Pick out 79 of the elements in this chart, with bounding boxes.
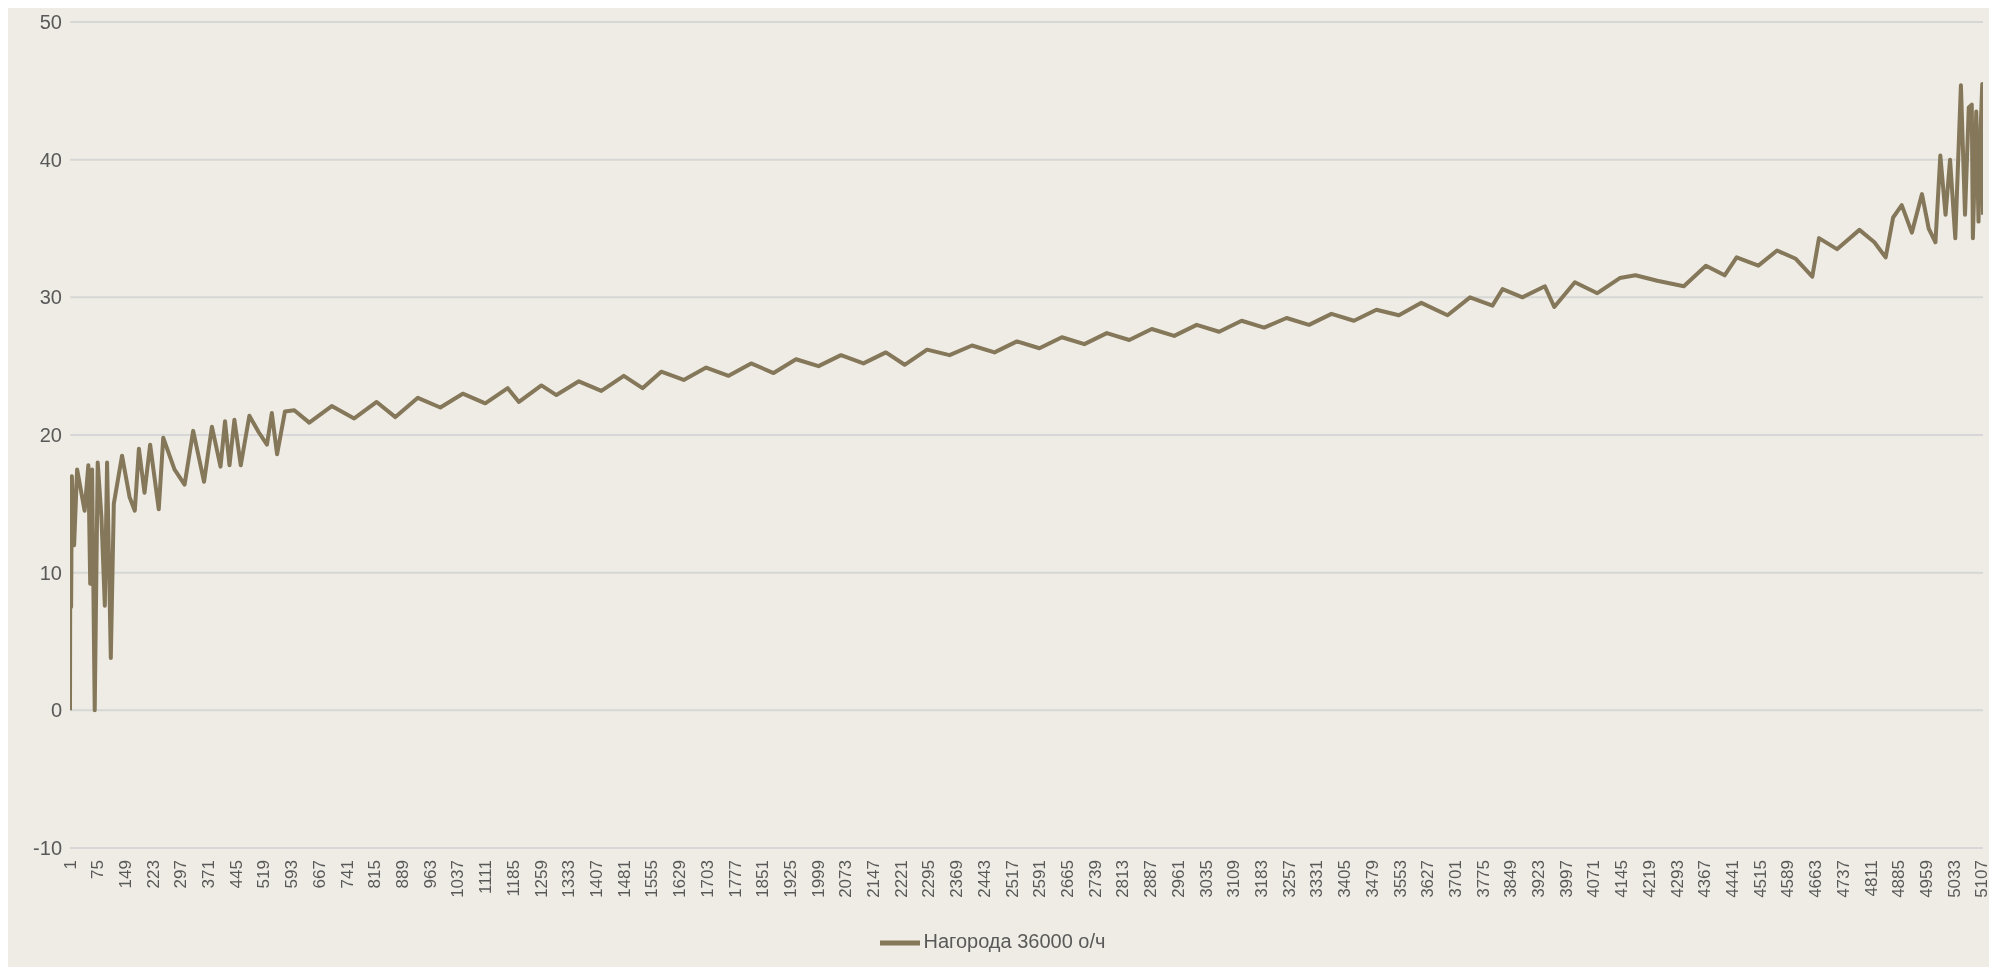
x-tick-label: 3701 — [1445, 860, 1465, 898]
y-tick-label: 50 — [39, 11, 62, 34]
x-tick-label: 963 — [420, 860, 440, 889]
x-tick-label: 2517 — [1002, 860, 1022, 898]
legend-label: Нагорода 36000 о/ч — [923, 930, 1106, 953]
x-tick-label: 371 — [199, 860, 219, 889]
x-tick-label: 4145 — [1612, 860, 1632, 898]
x-tick-label: 2887 — [1141, 860, 1161, 898]
x-tick-label: 2739 — [1085, 860, 1105, 898]
x-tick-label: 297 — [171, 860, 191, 889]
x-tick-label: 4589 — [1778, 860, 1798, 898]
x-tick-label: 3479 — [1362, 860, 1382, 898]
x-tick-label: 3405 — [1335, 860, 1355, 898]
x-tick-label: 593 — [282, 860, 302, 889]
x-tick-label: 2221 — [891, 860, 911, 898]
x-tick-label: 3553 — [1390, 860, 1410, 898]
y-tick-label: 0 — [50, 699, 62, 722]
x-tick-label: 1851 — [753, 860, 773, 898]
x-tick-label: 667 — [309, 860, 329, 889]
x-tick-label: 2147 — [864, 860, 884, 898]
x-tick-label: 1925 — [780, 860, 800, 898]
x-tick-label: 1999 — [808, 860, 828, 898]
x-tick-label: 445 — [226, 860, 246, 889]
x-tick-label: 4367 — [1695, 860, 1715, 898]
x-tick-label: 3257 — [1279, 860, 1299, 898]
x-tick-label: 2443 — [974, 860, 994, 898]
x-tick-label: 3183 — [1251, 860, 1271, 898]
x-tick-label: 4293 — [1667, 860, 1687, 898]
x-tick-label: 3331 — [1307, 860, 1327, 898]
x-tick-label: 4071 — [1584, 860, 1604, 898]
y-tick-label: 30 — [39, 286, 62, 309]
x-tick-label: 1185 — [503, 860, 523, 897]
x-tick-label: 1037 — [448, 860, 468, 898]
y-tick-label: 10 — [39, 561, 62, 584]
x-tick-label: 149 — [115, 860, 135, 889]
x-tick-label: 2295 — [919, 860, 939, 898]
x-tick-label: 1111 — [476, 860, 496, 895]
x-tick-label: 5033 — [1944, 860, 1964, 898]
x-tick-label: 3997 — [1556, 860, 1576, 898]
y-tick-label: 20 — [39, 424, 62, 447]
x-tick-label: 1777 — [725, 860, 745, 898]
x-tick-label: 4885 — [1889, 860, 1909, 898]
x-tick-label: 4737 — [1833, 860, 1853, 898]
x-tick-label: 4441 — [1723, 860, 1742, 898]
x-tick-label: 1629 — [670, 860, 690, 898]
x-tick-label: 2073 — [836, 860, 856, 898]
x-tick-label: 2961 — [1168, 860, 1188, 898]
x-tick-label: 3035 — [1196, 860, 1216, 898]
x-tick-label: 4219 — [1639, 860, 1659, 898]
x-tick-label: 223 — [143, 860, 163, 889]
x-tick-label: 5107 — [1972, 860, 1992, 898]
x-tick-label: 75 — [88, 860, 108, 879]
x-tick-label: 2591 — [1030, 860, 1050, 898]
y-tick-label: 40 — [39, 148, 62, 171]
x-tick-label: 1259 — [531, 860, 551, 898]
x-tick-label: 1481 — [614, 860, 634, 898]
x-tick-label: 3775 — [1473, 860, 1493, 898]
x-tick-label: 815 — [365, 860, 385, 889]
line-series — [70, 81, 1983, 713]
x-tick-label: 2369 — [947, 860, 967, 898]
x-tick-label: 1703 — [697, 860, 717, 898]
x-tick-label: 3627 — [1418, 860, 1438, 898]
x-tick-label: 3923 — [1529, 860, 1549, 898]
x-tick-label: 1333 — [559, 860, 579, 898]
x-tick-label: 889 — [393, 860, 412, 889]
x-tick-label: 4811 — [1861, 860, 1881, 897]
x-tick-label: 2813 — [1113, 860, 1133, 898]
x-tick-label: 741 — [337, 860, 357, 889]
x-tick-label: 3109 — [1224, 860, 1244, 898]
x-tick-label: 4959 — [1916, 860, 1936, 898]
x-tick-label: 2665 — [1058, 860, 1077, 898]
x-tick-label: 1 — [60, 860, 80, 870]
x-tick-label: 4515 — [1750, 860, 1770, 898]
x-tick-label: 1555 — [642, 860, 662, 898]
y-tick-label: -10 — [33, 837, 62, 860]
x-tick-label: 4663 — [1806, 860, 1826, 898]
x-tick-label: 1407 — [586, 860, 606, 898]
x-tick-label: 3849 — [1501, 860, 1521, 898]
x-tick-label: 519 — [254, 860, 274, 889]
